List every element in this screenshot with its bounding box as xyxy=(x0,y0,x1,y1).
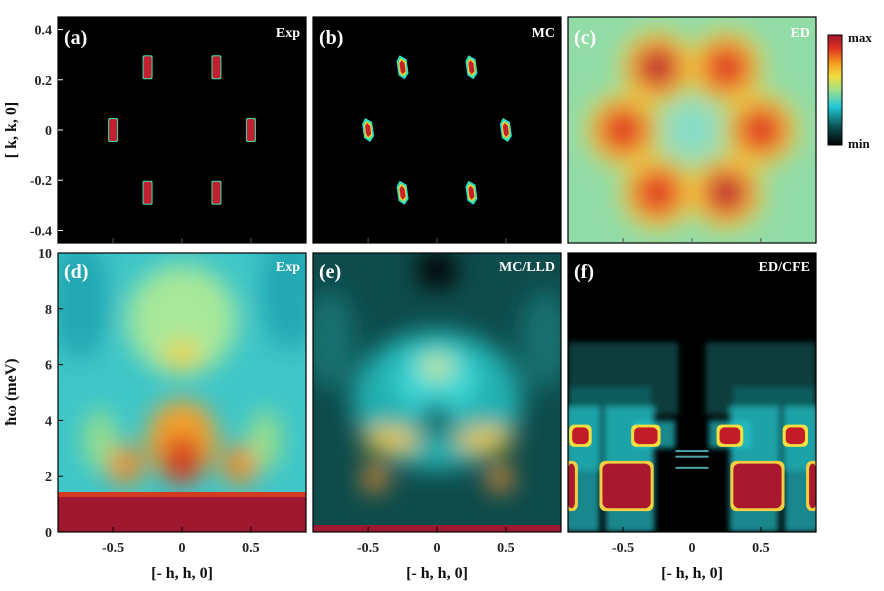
xlabel-e: [- h, h, 0] xyxy=(406,565,468,582)
axis-ticks: 0.4 0.2 0 -0.2 -0.4 10 8 6 4 2 0 -0.5 0 0.5 -0.5 0 0.5 -0… xyxy=(30,24,770,556)
bragg-peak xyxy=(465,55,478,80)
ytick-label: -0.2 xyxy=(30,174,52,189)
colorbar-max-label: max xyxy=(848,30,872,45)
diffuse-core xyxy=(608,115,639,145)
bragg-peak xyxy=(362,118,375,142)
diffuse-core xyxy=(711,52,742,83)
central-line xyxy=(675,455,709,458)
ytick-label: 4 xyxy=(45,414,52,429)
panel-b xyxy=(313,17,561,243)
ytick-label: 10 xyxy=(38,247,52,262)
panel-c xyxy=(568,17,816,243)
band-low xyxy=(602,463,651,509)
ytick-label: 0.4 xyxy=(35,24,53,39)
panel-label-a: (a) xyxy=(64,27,87,49)
xlabel-d: [- h, h, 0] xyxy=(151,565,213,582)
panel-f xyxy=(568,253,816,532)
xtick-label: -0.5 xyxy=(357,541,379,556)
bragg-peak xyxy=(108,118,119,142)
panel-tag-d: Exp xyxy=(276,260,300,275)
central-line xyxy=(675,450,709,453)
colorbar-min-label: min xyxy=(848,136,870,151)
panel-tag-b: MC xyxy=(532,26,555,41)
bragg-peak xyxy=(396,180,409,205)
bragg-peak xyxy=(465,180,478,205)
ytick-label: 0 xyxy=(45,124,52,139)
bragg-peak xyxy=(245,118,256,142)
xtick-label: -0.5 xyxy=(102,541,124,556)
bragg-peak xyxy=(396,55,409,80)
panel-label-e: (e) xyxy=(319,261,341,283)
central-line xyxy=(675,466,709,469)
panel-tag-e: MC/LLD xyxy=(499,260,555,275)
xtick-label: 0.5 xyxy=(497,541,515,556)
band-3.5meV xyxy=(572,427,589,445)
xtick-label: 0 xyxy=(689,541,696,556)
bragg-peak xyxy=(142,55,153,80)
xtick-label: -0.5 xyxy=(612,541,634,556)
xtick-label: 0 xyxy=(434,541,441,556)
panel-label-f: (f) xyxy=(574,261,594,283)
ytick-label: 2 xyxy=(45,470,52,485)
panel-tag-c: ED xyxy=(791,26,810,41)
panel-e xyxy=(313,253,561,532)
diffuse-core xyxy=(745,115,776,145)
ytick-label: -0.4 xyxy=(30,224,52,239)
colorbar: max min xyxy=(827,30,872,151)
bragg-peak xyxy=(142,180,153,205)
diffuse-core xyxy=(642,52,673,83)
panel-a xyxy=(58,17,306,243)
diffuse-core xyxy=(642,177,673,208)
band-3.5meV xyxy=(785,427,805,445)
band-3.5meV xyxy=(634,427,658,445)
xtick-label: 0.5 xyxy=(752,541,770,556)
band-3.5meV xyxy=(719,427,741,445)
bragg-peak xyxy=(499,118,512,142)
panel-tag-f: ED/CFE xyxy=(759,260,810,275)
band-low xyxy=(733,463,782,509)
panel-label-c: (c) xyxy=(574,27,596,49)
bragg-peak xyxy=(211,55,222,80)
top-ylabel: [ k, k, 0] xyxy=(3,102,20,158)
ytick-label: 6 xyxy=(45,359,52,374)
band-low xyxy=(568,463,575,509)
band-low xyxy=(809,463,816,509)
diffuse-core xyxy=(711,177,742,208)
xtick-label: 0.5 xyxy=(242,541,260,556)
panel-label-b: (b) xyxy=(319,27,343,49)
panel-d xyxy=(58,253,306,532)
ytick-label: 0.2 xyxy=(35,74,53,89)
xlabel-f: [- h, h, 0] xyxy=(661,565,723,582)
ytick-label: 0 xyxy=(45,526,52,541)
panel-tag-a: Exp xyxy=(276,26,300,41)
xtick-label: 0 xyxy=(179,541,186,556)
bragg-peak xyxy=(211,180,222,205)
panel-label-d: (d) xyxy=(64,261,88,283)
diffuse-center xyxy=(670,108,714,152)
bottom-ylabel: ħω (meV) xyxy=(3,358,20,425)
ytick-label: 8 xyxy=(45,303,52,318)
